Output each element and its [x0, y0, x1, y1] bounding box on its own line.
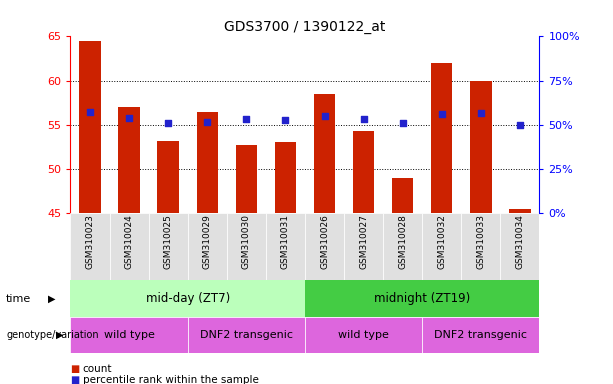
Bar — [227, 213, 266, 280]
Text: ■: ■ — [70, 364, 80, 374]
Text: DNF2 transgenic: DNF2 transgenic — [200, 329, 293, 340]
Bar — [353, 131, 375, 213]
Bar — [158, 141, 179, 213]
Text: percentile rank within the sample: percentile rank within the sample — [83, 375, 259, 384]
Bar — [344, 213, 383, 280]
Bar — [500, 213, 539, 280]
Bar — [118, 107, 140, 213]
Text: ■: ■ — [70, 375, 80, 384]
Text: wild type: wild type — [104, 329, 154, 340]
Text: GSM310024: GSM310024 — [124, 214, 134, 269]
Bar — [275, 142, 296, 213]
Bar — [149, 213, 188, 280]
Point — [202, 119, 212, 125]
Bar — [422, 213, 462, 280]
Bar — [470, 81, 492, 213]
Bar — [305, 280, 539, 317]
Point — [124, 115, 134, 121]
Point — [85, 109, 95, 115]
Bar — [305, 317, 422, 353]
Text: mid-day (ZT7): mid-day (ZT7) — [146, 292, 230, 305]
Bar — [305, 213, 344, 280]
Point — [476, 110, 485, 116]
Text: genotype/variation: genotype/variation — [6, 329, 99, 340]
Text: GSM310032: GSM310032 — [437, 214, 446, 269]
Bar — [110, 213, 149, 280]
Point — [242, 116, 251, 122]
Point — [398, 120, 408, 126]
Bar — [383, 213, 422, 280]
Point — [163, 120, 173, 126]
Text: GSM310028: GSM310028 — [398, 214, 407, 269]
Text: wild type: wild type — [338, 329, 389, 340]
Title: GDS3700 / 1390122_at: GDS3700 / 1390122_at — [224, 20, 386, 34]
Point — [515, 122, 525, 128]
Bar — [314, 94, 335, 213]
Text: GSM310025: GSM310025 — [164, 214, 173, 269]
Text: GSM310023: GSM310023 — [86, 214, 94, 269]
Point — [437, 111, 447, 117]
Text: ▶: ▶ — [56, 329, 64, 340]
Text: count: count — [83, 364, 112, 374]
Point — [359, 116, 368, 122]
Bar — [422, 317, 539, 353]
Bar — [266, 213, 305, 280]
Bar — [392, 178, 413, 213]
Bar — [188, 213, 227, 280]
Text: time: time — [6, 293, 31, 304]
Bar — [509, 209, 531, 213]
Bar — [197, 112, 218, 213]
Point — [281, 118, 291, 124]
Text: GSM310030: GSM310030 — [242, 214, 251, 270]
Text: GSM310027: GSM310027 — [359, 214, 368, 269]
Text: GSM310034: GSM310034 — [516, 214, 524, 269]
Text: ▶: ▶ — [48, 293, 56, 304]
Text: GSM310026: GSM310026 — [320, 214, 329, 269]
Text: GSM310029: GSM310029 — [203, 214, 211, 269]
Bar — [70, 213, 110, 280]
Text: DNF2 transgenic: DNF2 transgenic — [435, 329, 527, 340]
Text: GSM310031: GSM310031 — [281, 214, 290, 270]
Bar — [235, 145, 257, 213]
Bar — [462, 213, 500, 280]
Bar — [70, 317, 188, 353]
Point — [319, 113, 329, 119]
Text: midnight (ZT19): midnight (ZT19) — [374, 292, 470, 305]
Bar — [431, 63, 452, 213]
Bar — [79, 41, 101, 213]
Text: GSM310033: GSM310033 — [476, 214, 485, 270]
Bar — [188, 317, 305, 353]
Bar — [70, 280, 305, 317]
